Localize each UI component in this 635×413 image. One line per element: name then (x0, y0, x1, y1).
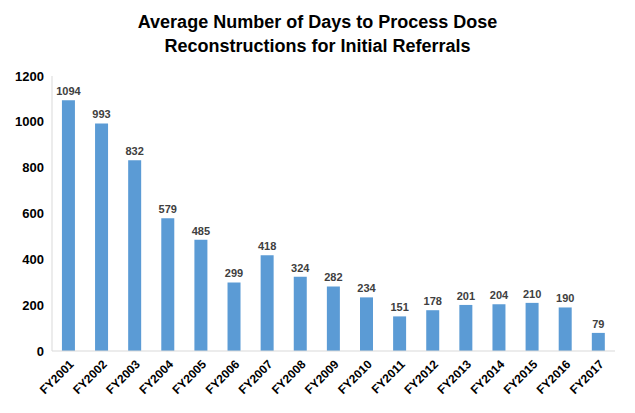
svg-text:1000: 1000 (15, 114, 44, 129)
svg-text:234: 234 (357, 282, 376, 294)
svg-text:485: 485 (192, 225, 210, 237)
svg-text:993: 993 (92, 108, 110, 120)
svg-text:1200: 1200 (15, 69, 44, 84)
svg-text:FY2002: FY2002 (70, 357, 110, 397)
svg-text:0: 0 (37, 344, 44, 359)
svg-text:800: 800 (22, 160, 44, 175)
svg-text:FY2008: FY2008 (269, 357, 309, 397)
svg-text:FY2004: FY2004 (136, 357, 176, 397)
svg-text:FY2007: FY2007 (236, 357, 276, 397)
svg-text:190: 190 (556, 292, 574, 304)
svg-text:600: 600 (22, 206, 44, 221)
svg-text:FY2005: FY2005 (170, 357, 210, 397)
svg-text:201: 201 (457, 290, 475, 302)
svg-text:204: 204 (490, 289, 509, 301)
svg-text:FY2010: FY2010 (335, 357, 375, 397)
html-text:Average Number of Days to Proc: Average Number of Days to Process Dose R… (137, 12, 498, 56)
svg-text:FY2012: FY2012 (401, 357, 441, 397)
svg-text:832: 832 (125, 145, 143, 157)
svg-text:FY2017: FY2017 (567, 357, 607, 397)
svg-text:FY2009: FY2009 (302, 357, 342, 397)
svg-text:FY2006: FY2006 (203, 357, 243, 397)
svg-text:200: 200 (22, 298, 44, 313)
svg-text:178: 178 (424, 295, 442, 307)
svg-text:579: 579 (159, 203, 177, 215)
svg-text:FY2015: FY2015 (501, 357, 541, 397)
svg-text:400: 400 (22, 252, 44, 267)
svg-text:FY2011: FY2011 (369, 357, 408, 396)
svg-text:FY2003: FY2003 (103, 357, 143, 397)
svg-text:FY2013: FY2013 (434, 357, 474, 397)
svg-text:151: 151 (390, 301, 408, 313)
svg-text:1094: 1094 (56, 85, 81, 97)
svg-text:299: 299 (225, 267, 243, 279)
svg-text:418: 418 (258, 240, 276, 252)
svg-text:282: 282 (324, 271, 342, 283)
svg-text:FY2001: FY2001 (37, 357, 77, 397)
svg-text:FY2016: FY2016 (534, 357, 574, 397)
svg-text:79: 79 (592, 318, 604, 330)
svg-text:210: 210 (523, 288, 541, 300)
svg-text:FY2014: FY2014 (468, 357, 508, 397)
svg-text:324: 324 (291, 262, 310, 274)
